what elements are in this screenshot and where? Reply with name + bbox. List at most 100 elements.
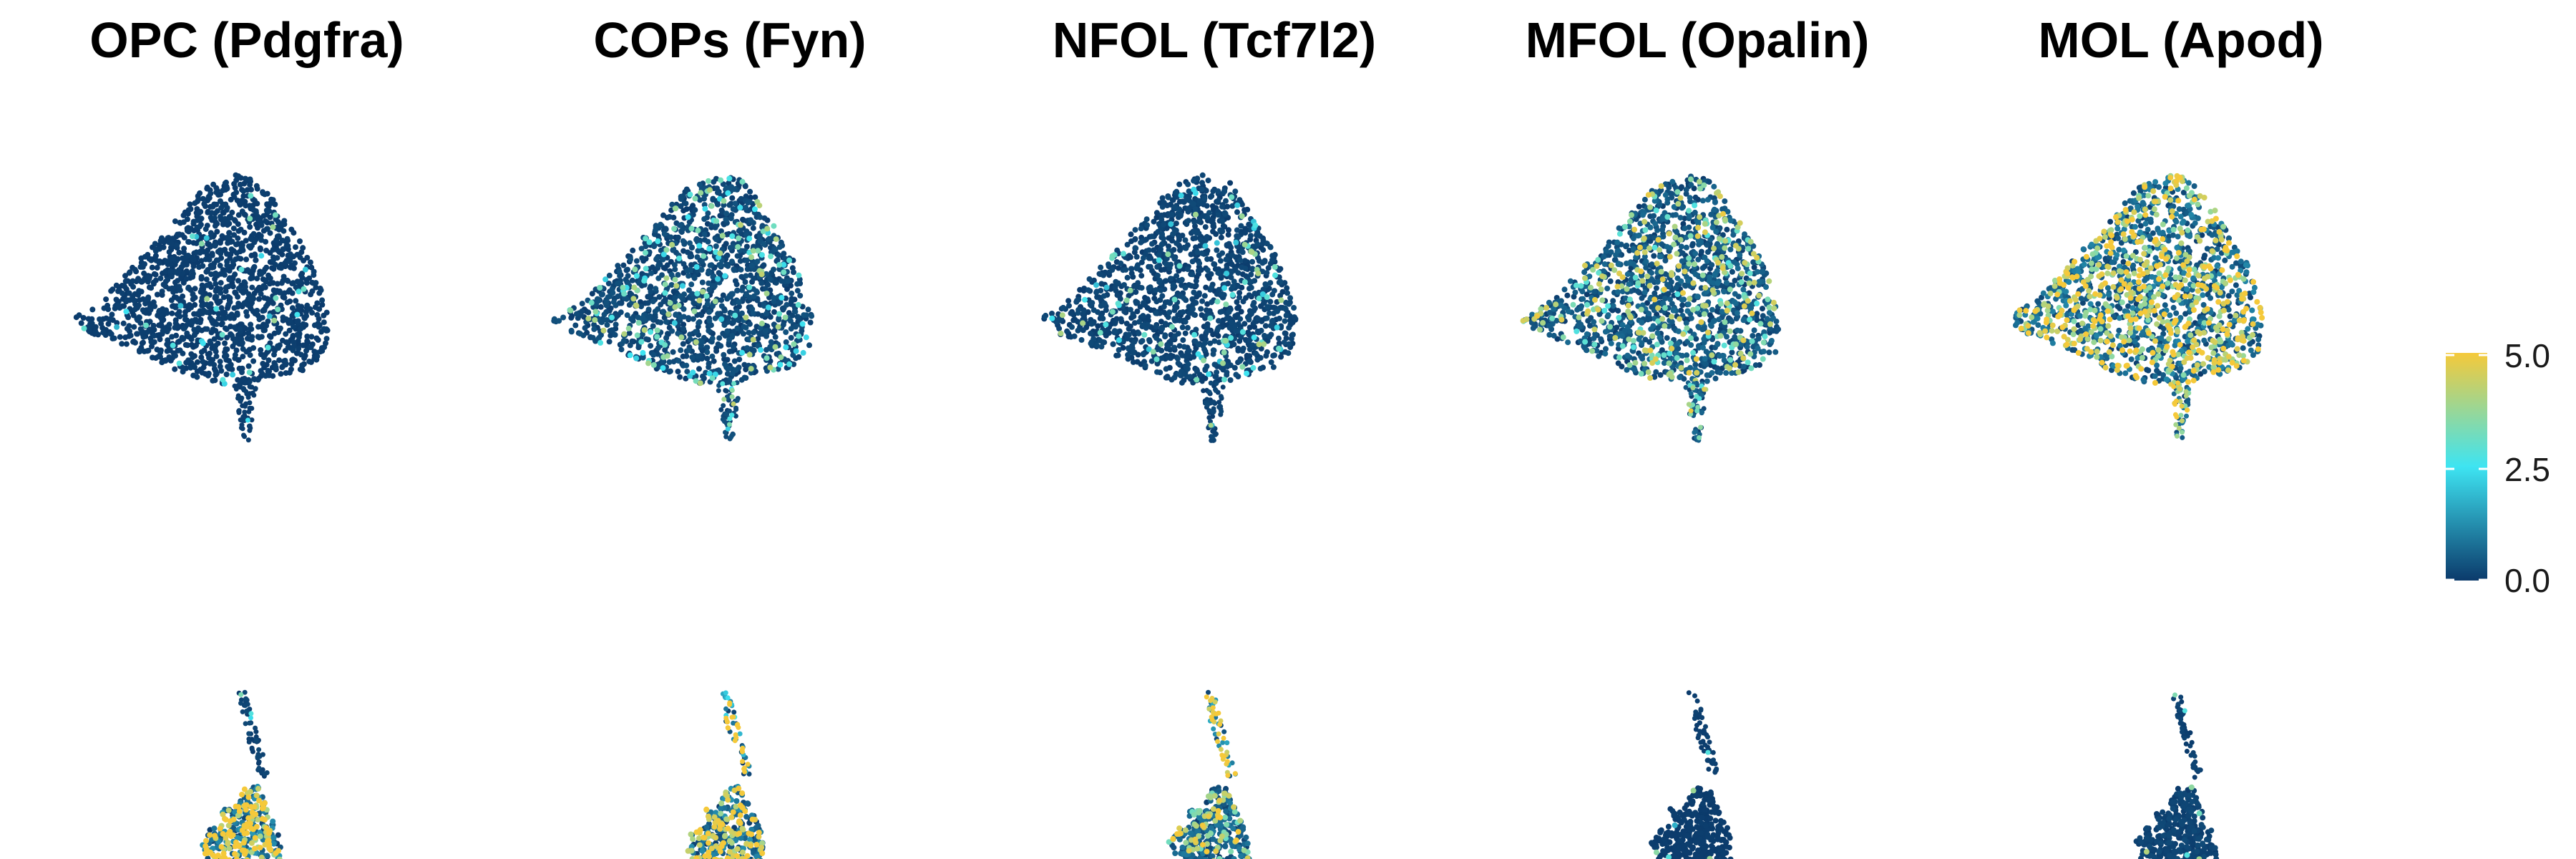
main-cluster-point bbox=[603, 317, 610, 323]
main-cluster-point bbox=[794, 288, 801, 294]
main-cluster-point bbox=[300, 245, 306, 251]
main-cluster-point bbox=[119, 341, 125, 347]
main-cluster-point bbox=[224, 334, 230, 341]
main-cluster-point bbox=[198, 349, 205, 355]
main-cluster-point bbox=[597, 339, 604, 346]
main-cluster-point bbox=[567, 307, 574, 314]
main-cluster-point bbox=[625, 325, 632, 331]
main-cluster-point bbox=[261, 295, 268, 301]
main-cluster-point bbox=[728, 215, 734, 221]
main-cluster-point bbox=[203, 309, 210, 316]
small-cluster-point bbox=[257, 833, 263, 840]
tail-point bbox=[236, 408, 242, 413]
small-cluster-point bbox=[275, 848, 281, 854]
main-cluster-point bbox=[191, 332, 197, 339]
main-cluster-point bbox=[673, 283, 680, 289]
main-cluster-point bbox=[172, 218, 178, 225]
main-cluster-point bbox=[323, 336, 330, 342]
main-cluster-point bbox=[600, 327, 607, 334]
main-cluster-point bbox=[255, 334, 261, 340]
main-cluster-point bbox=[263, 248, 270, 253]
main-cluster-point bbox=[612, 331, 618, 338]
main-cluster-point bbox=[219, 331, 225, 338]
main-cluster-point bbox=[318, 287, 324, 293]
main-cluster-point bbox=[743, 273, 749, 279]
main-cluster-point bbox=[210, 181, 217, 188]
main-cluster-point bbox=[706, 309, 713, 315]
main-cluster-point bbox=[248, 193, 254, 199]
main-cluster-point bbox=[278, 265, 284, 271]
main-cluster-point bbox=[265, 372, 271, 379]
main-cluster-point bbox=[746, 284, 753, 291]
main-cluster-point bbox=[97, 316, 103, 322]
main-cluster-point bbox=[777, 361, 784, 368]
main-cluster-point bbox=[725, 190, 731, 196]
main-cluster-point bbox=[1241, 207, 1248, 213]
tail-point bbox=[721, 403, 726, 409]
main-cluster-point bbox=[610, 299, 617, 306]
main-cluster-point bbox=[590, 334, 596, 341]
small-cluster-point bbox=[266, 844, 273, 850]
main-cluster-point bbox=[235, 304, 241, 310]
main-cluster-point bbox=[196, 210, 203, 216]
main-cluster-point bbox=[239, 369, 245, 375]
main-cluster-point bbox=[119, 290, 125, 296]
main-cluster-point bbox=[715, 201, 721, 208]
main-cluster-point bbox=[300, 321, 306, 327]
main-cluster-point bbox=[688, 281, 695, 288]
main-cluster-point bbox=[223, 179, 229, 185]
small-cluster-point bbox=[265, 830, 272, 836]
main-cluster-point bbox=[718, 297, 725, 304]
main-cluster-point bbox=[233, 347, 240, 354]
main-cluster-point bbox=[660, 256, 666, 263]
main-cluster-point bbox=[639, 255, 645, 261]
main-cluster-point bbox=[664, 262, 670, 268]
main-cluster-point bbox=[319, 301, 326, 308]
main-cluster-point bbox=[123, 341, 130, 347]
main-cluster-point bbox=[274, 255, 280, 261]
small-cluster-point bbox=[245, 794, 252, 800]
main-cluster-point bbox=[1277, 315, 1282, 321]
small-cluster-point bbox=[218, 844, 225, 850]
main-cluster-point bbox=[190, 291, 196, 298]
main-cluster-point bbox=[209, 251, 215, 257]
main-cluster-point bbox=[130, 278, 136, 284]
main-cluster-point bbox=[795, 301, 801, 308]
main-cluster-point bbox=[748, 254, 754, 261]
main-cluster-point bbox=[240, 354, 246, 360]
small-cluster-point bbox=[725, 825, 731, 832]
main-cluster-point bbox=[796, 333, 802, 339]
main-cluster-point bbox=[662, 281, 668, 288]
main-cluster-point bbox=[1284, 285, 1290, 291]
small-cluster-point bbox=[257, 845, 263, 851]
small-cluster-point bbox=[248, 820, 253, 827]
main-cluster-point bbox=[630, 247, 636, 253]
main-cluster-point bbox=[250, 345, 257, 351]
main-cluster-point bbox=[256, 284, 263, 291]
small-cluster-point bbox=[723, 792, 729, 798]
main-cluster-point bbox=[296, 278, 303, 285]
main-cluster-point bbox=[122, 278, 129, 284]
main-cluster-point bbox=[776, 311, 782, 317]
main-cluster-point bbox=[675, 271, 681, 278]
main-cluster-point bbox=[662, 290, 668, 296]
main-cluster-point bbox=[213, 343, 219, 349]
main-cluster-point bbox=[189, 233, 195, 240]
main-cluster-point bbox=[247, 224, 253, 230]
main-cluster-point bbox=[687, 240, 693, 246]
main-cluster-point bbox=[668, 282, 675, 288]
main-cluster-point bbox=[184, 228, 190, 234]
main-cluster-point bbox=[730, 344, 736, 350]
stalk-point bbox=[725, 695, 731, 701]
main-cluster-point bbox=[721, 198, 727, 204]
main-cluster-point bbox=[654, 255, 660, 261]
main-cluster-point bbox=[233, 189, 240, 195]
main-cluster-point bbox=[223, 326, 230, 332]
main-cluster-point bbox=[240, 193, 247, 199]
main-cluster-point bbox=[701, 253, 707, 259]
main-cluster-point bbox=[604, 321, 610, 328]
main-cluster-point bbox=[225, 240, 231, 246]
stalk-point bbox=[724, 718, 730, 724]
main-cluster-point bbox=[763, 291, 770, 296]
main-cluster-point bbox=[287, 251, 293, 258]
